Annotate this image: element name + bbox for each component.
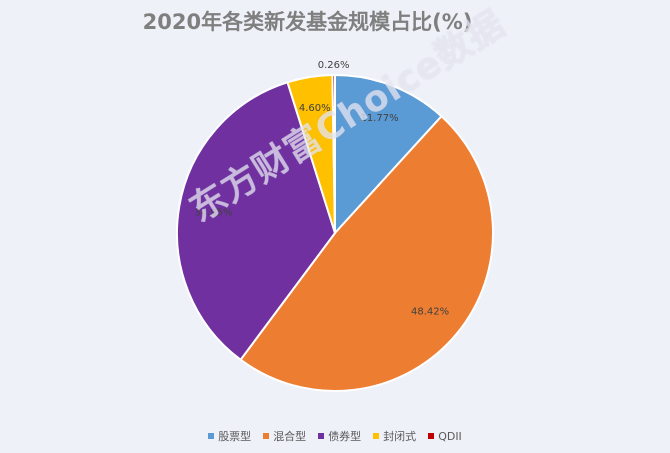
legend-item-3: 债券型 [318,428,361,444]
legend-swatch [318,433,325,439]
legend-swatch [208,433,215,439]
data-label-2: 48.42% [411,306,449,317]
data-label-3: 34.95% [194,207,232,218]
legend-label: 封闭式 [383,430,417,443]
data-label-4: 4.60% [299,103,331,114]
legend-label: 混合型 [273,430,307,443]
legend-item-5: QDII [428,428,462,444]
legend-swatch [428,433,435,439]
pie-slice-2 [239,114,494,392]
legend-swatch [373,433,380,439]
legend-item-1: 股票型 [208,428,251,444]
chart-title: 2020年各类新发基金规模占比(%) [142,10,473,34]
legend-label: 债券型 [328,430,362,443]
data-label-1: 11.77% [360,113,398,124]
legend-swatch [263,433,270,439]
pie-slice-3 [176,81,337,362]
data-label-5: 0.26% [318,60,350,71]
legend-item-2: 混合型 [263,428,306,444]
legend-item-4: 封闭式 [373,428,416,444]
pie-slice-1 [334,73,443,236]
legend-label: 股票型 [218,430,252,443]
legend-label: QDII [438,429,462,443]
legend: 股票型 混合型 债券型 封闭式 QDII [0,428,670,444]
pie-slice-5 [331,73,336,234]
